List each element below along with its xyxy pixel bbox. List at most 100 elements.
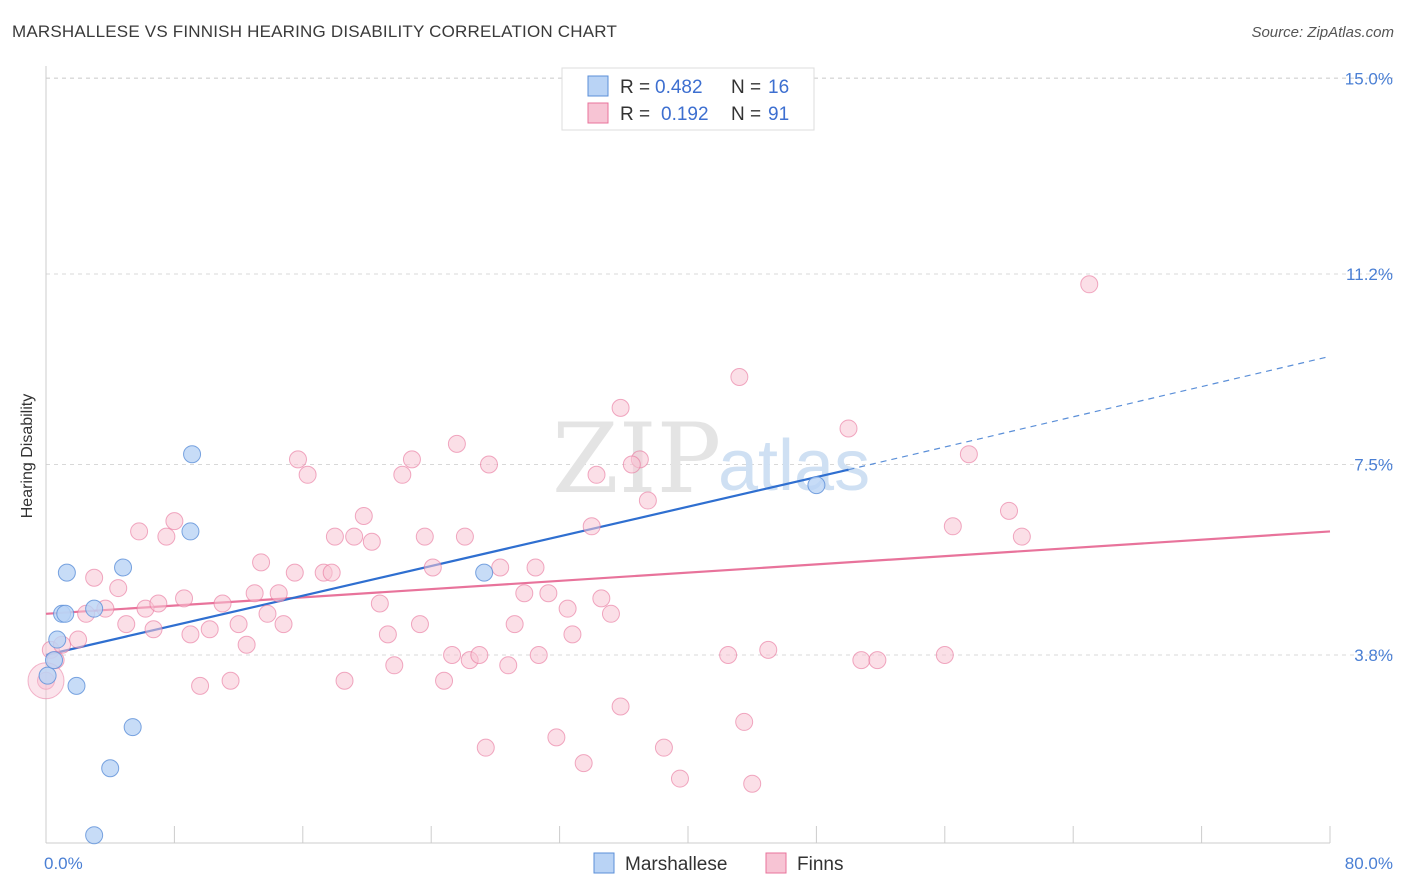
point-finns-45 <box>415 527 434 546</box>
point-finns-87 <box>1012 527 1031 546</box>
point-finns-24 <box>245 584 264 603</box>
point-finns-14 <box>157 527 176 546</box>
point-finns-34 <box>325 527 344 546</box>
point-finns-37 <box>354 506 373 525</box>
y-axis-label: Hearing Disability <box>19 394 36 519</box>
point-finns-22 <box>229 615 248 634</box>
y-tick-label-0: 3.8% <box>1354 646 1393 665</box>
point-finns-65 <box>587 465 606 484</box>
point-finns-59 <box>539 584 558 603</box>
point-finns-53 <box>479 455 498 474</box>
y-tick-label-2: 11.2% <box>1346 265 1393 284</box>
point-finns-20 <box>213 594 232 613</box>
point-finns-19 <box>200 620 219 639</box>
point-finns-66 <box>592 589 611 608</box>
point-finns-70 <box>638 491 657 510</box>
point-finns-61 <box>558 599 577 618</box>
legend-swatch-finns <box>587 102 609 124</box>
x-tick-label-min: 0.0% <box>44 854 83 873</box>
point-finns-23 <box>237 635 256 654</box>
point-marshallese-11 <box>183 445 202 464</box>
point-marshallese-4 <box>56 604 75 623</box>
axes <box>45 66 1331 844</box>
point-finns-35 <box>335 671 354 690</box>
point-finns-39 <box>370 594 389 613</box>
point-finns-76 <box>730 367 749 386</box>
point-finns-40 <box>378 625 397 644</box>
point-finns-60 <box>547 728 566 747</box>
point-finns-21 <box>221 671 240 690</box>
point-finns-36 <box>345 527 364 546</box>
point-finns-64 <box>582 517 601 536</box>
point-finns-42 <box>393 465 412 484</box>
point-finns-62 <box>563 625 582 644</box>
point-finns-26 <box>258 604 277 623</box>
legend-r-label: R = <box>620 77 650 98</box>
correlation-legend: R = 0.482 N = 16 R = 0.192 N = 91 <box>561 67 815 131</box>
point-finns-75 <box>719 646 738 664</box>
source-credit: Source: ZipAtlas.com <box>1251 24 1394 41</box>
point-marshallese-14 <box>807 476 826 495</box>
bottom-legend-swatch-finns <box>765 852 787 874</box>
point-finns-84 <box>943 517 962 536</box>
point-finns-13 <box>149 594 168 613</box>
y-tick-labels: 3.8% 7.5% 11.2% 15.0% <box>1345 69 1393 665</box>
point-finns-28 <box>274 615 293 634</box>
point-finns-8 <box>109 579 128 598</box>
point-finns-44 <box>410 615 429 634</box>
point-finns-83 <box>935 646 954 664</box>
point-marshallese-2 <box>48 630 67 649</box>
point-finns-33 <box>322 563 341 582</box>
point-finns-25 <box>252 553 271 572</box>
point-finns-71 <box>476 738 495 757</box>
legend-r-value-finns: 0.192 <box>661 104 709 125</box>
point-finns-88 <box>1080 275 1099 294</box>
point-finns-9 <box>117 615 136 634</box>
bottom-legend-finns: Finns <box>797 854 843 875</box>
point-finns-80 <box>839 419 858 438</box>
y-tick-label-1: 7.5% <box>1354 456 1393 475</box>
legend-swatch-marshallese <box>587 75 609 97</box>
point-finns-81 <box>852 651 871 670</box>
trend-line-finns <box>45 530 1331 615</box>
y-tick-label-3: 15.0% <box>1345 69 1393 88</box>
point-finns-16 <box>175 589 194 608</box>
point-finns-6 <box>85 568 104 587</box>
watermark: ZIP atlas <box>552 403 870 515</box>
point-finns-74 <box>670 769 689 788</box>
legend-n-value-finns: 91 <box>768 104 789 125</box>
point-finns-86 <box>1000 501 1018 520</box>
point-finns-15 <box>165 512 184 531</box>
legend-n-value-marshallese: 16 <box>768 77 789 98</box>
point-finns-52 <box>470 646 489 664</box>
point-finns-29 <box>285 563 304 582</box>
point-finns-55 <box>499 656 518 675</box>
point-finns-63 <box>574 754 593 773</box>
point-finns-49 <box>447 434 466 453</box>
point-finns-77 <box>735 712 754 731</box>
point-finns-85 <box>959 445 978 464</box>
data-points <box>27 275 1099 845</box>
point-finns-78 <box>743 774 762 793</box>
series-legend: Marshallese Finns <box>593 852 843 875</box>
point-marshallese-8 <box>101 759 120 778</box>
point-finns-17 <box>181 625 200 644</box>
point-marshallese-12 <box>181 522 200 541</box>
point-finns-57 <box>515 584 534 603</box>
x-tick-label-max: 80.0% <box>1345 854 1393 873</box>
watermark-atlas: atlas <box>718 426 870 506</box>
bottom-legend-marshallese: Marshallese <box>625 854 727 875</box>
point-finns-67 <box>611 697 630 716</box>
trend-lines <box>45 355 1331 657</box>
point-finns-10 <box>130 522 149 541</box>
x-tick-labels: 0.0% 80.0% <box>44 854 1393 873</box>
grid-lines <box>46 77 1393 656</box>
point-finns-56 <box>505 615 524 634</box>
point-marshallese-10 <box>123 718 142 737</box>
point-finns-47 <box>435 671 454 690</box>
point-finns-89 <box>601 604 620 623</box>
point-finns-30 <box>288 450 307 469</box>
bottom-legend-swatch-marshallese <box>593 852 615 874</box>
legend-r-value-marshallese: 0.482 <box>655 77 703 98</box>
